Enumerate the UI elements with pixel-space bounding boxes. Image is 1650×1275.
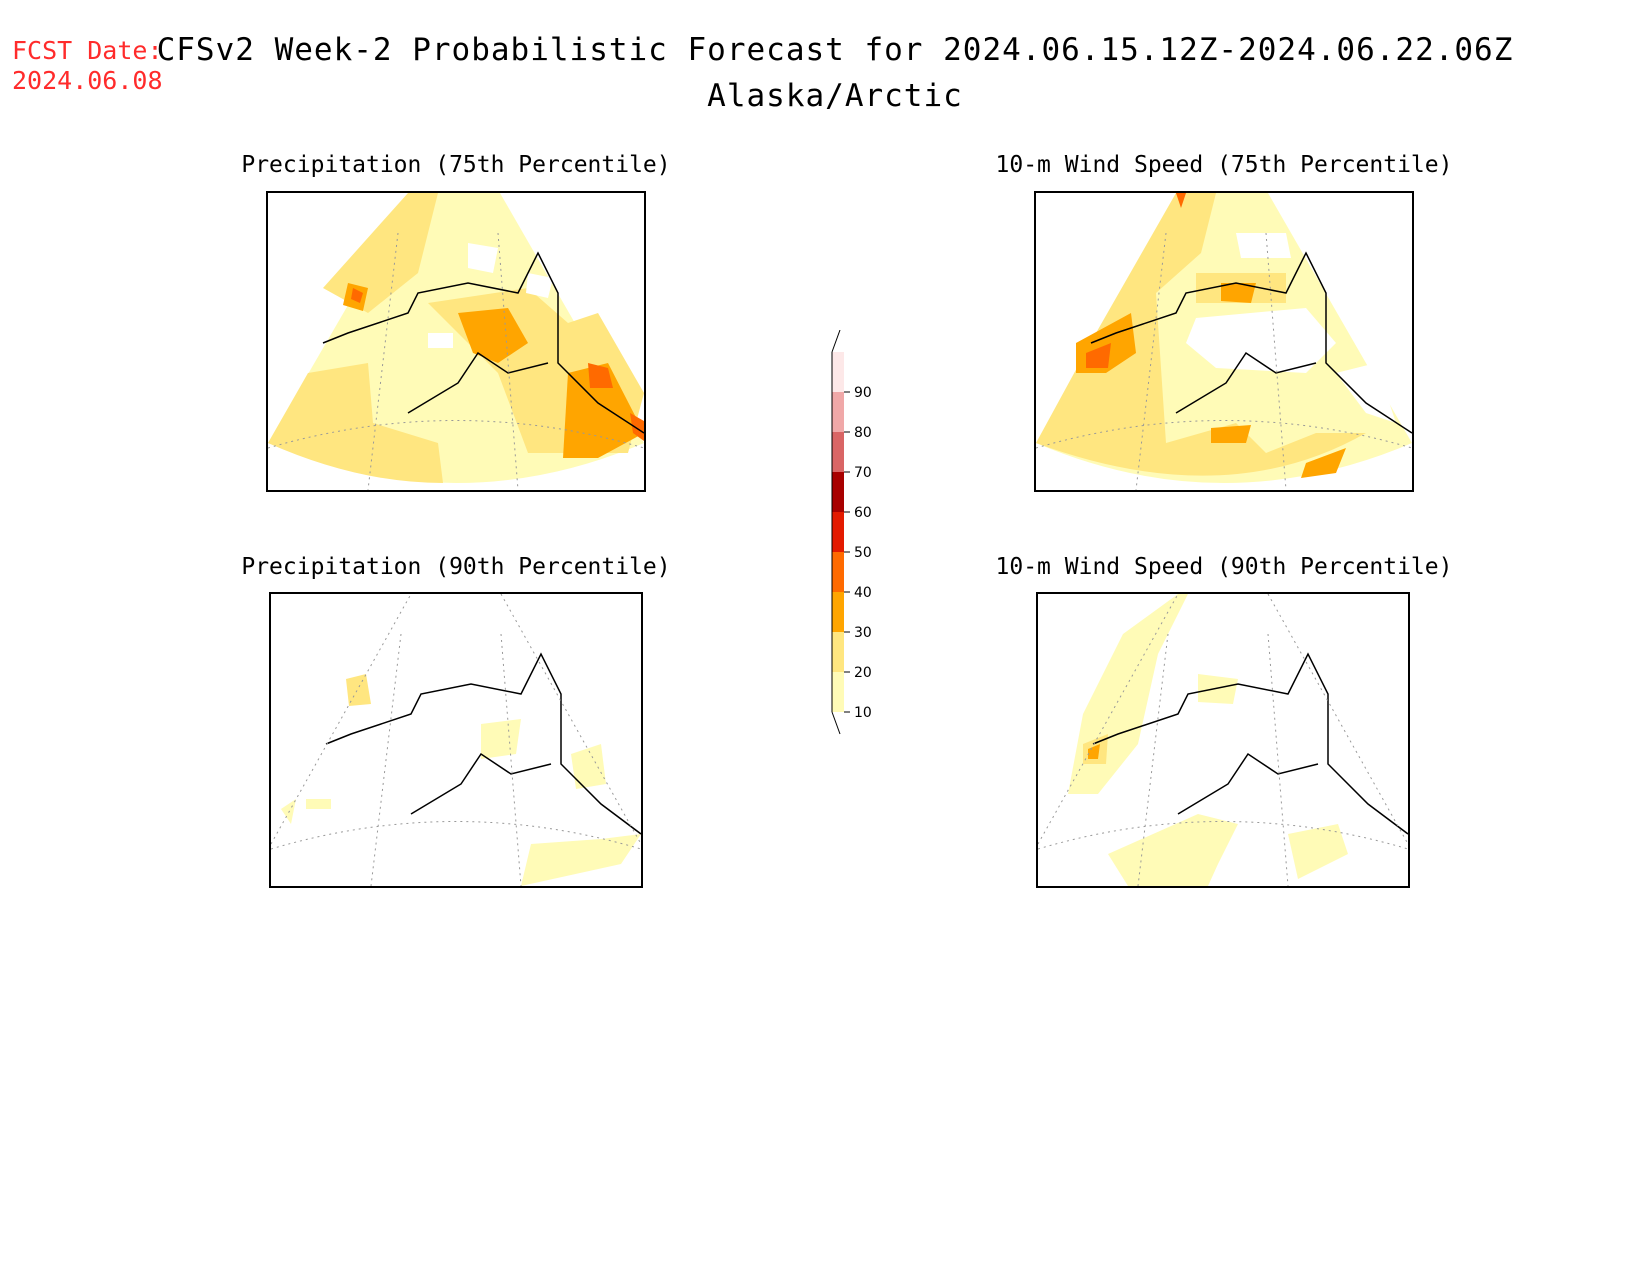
- no-shade: [468, 243, 498, 273]
- longitude-line: [1137, 633, 1289, 886]
- shade-prob-30: [1221, 283, 1256, 303]
- page-subtitle: Alaska/Arctic: [707, 78, 963, 114]
- colorbar-tick-label: 80: [854, 425, 872, 441]
- shade-prob-20: [323, 193, 438, 313]
- shade-prob-40: [1086, 343, 1111, 368]
- colorbar-tick-label: 30: [854, 625, 872, 641]
- shade-prob-10: [1108, 814, 1238, 886]
- shade-prob-10: [571, 744, 606, 789]
- latitude-line: [1038, 821, 1408, 850]
- colorbar-tick-label: 40: [854, 585, 872, 601]
- colorbar-swatch-50: [832, 512, 844, 552]
- latitude-line: [271, 821, 641, 850]
- map-precip-75: [266, 191, 646, 492]
- map-wind-75: [1034, 191, 1414, 492]
- shade-prob-30: [458, 308, 528, 363]
- no-shade: [1236, 233, 1291, 258]
- longitude-line: [367, 232, 519, 490]
- shade-prob-10: [481, 719, 521, 759]
- map-wind-90: [1036, 592, 1410, 888]
- shade-prob-40: [351, 288, 363, 303]
- colorbar-swatch-90: [832, 352, 844, 392]
- coastline: [1090, 251, 1412, 434]
- colorbar-tick-label: 70: [854, 465, 872, 481]
- colorbar-top-arrow: [831, 329, 841, 353]
- shade-prob-20: [268, 363, 443, 483]
- shade-prob-20: [1036, 193, 1366, 476]
- map-wind-75-graphic: [1036, 193, 1412, 490]
- coastline: [407, 351, 549, 414]
- forecast-date: FCST Date: 2024.06.08: [12, 36, 163, 96]
- colorbar-swatch-70: [832, 432, 844, 472]
- shade-prob-30: [563, 363, 644, 458]
- colorbar-tick-label: 20: [854, 665, 872, 681]
- page-title: CFSv2 Week-2 Probabilistic Forecast for …: [156, 32, 1514, 68]
- longitude-line: [1135, 232, 1287, 490]
- colorbar-swatch-40: [832, 552, 844, 592]
- forecast-date-value: 2024.06.08: [12, 66, 163, 95]
- map-precip-75-graphic: [268, 193, 644, 490]
- colorbar-tick-label: 10: [854, 705, 872, 721]
- shade-prob-10: [281, 799, 296, 824]
- no-shade: [1186, 308, 1336, 373]
- panel-title-precip-90: Precipitation (90th Percentile): [241, 554, 671, 580]
- coastline: [325, 652, 641, 835]
- colorbar-bottom-arrow: [831, 711, 841, 735]
- shade-prob-40: [1176, 193, 1186, 208]
- shade-prob-30: [1211, 425, 1251, 443]
- shade-prob-40: [630, 413, 644, 441]
- panel-title-wind-90: 10-m Wind Speed (90th Percentile): [995, 554, 1453, 580]
- shade-prob-10: [1198, 674, 1238, 704]
- colorbar-tick-label: 60: [854, 505, 872, 521]
- no-shade: [1336, 363, 1396, 423]
- map-wind-90-graphic: [1038, 594, 1408, 886]
- shade-prob-40: [588, 363, 613, 388]
- colorbar: 90 80 70 60 50 40 30 20 10: [820, 329, 900, 754]
- colorbar-tick-label: 50: [854, 545, 872, 561]
- coastline: [1177, 752, 1319, 815]
- map-precip-90-graphic: [271, 594, 641, 886]
- colorbar-swatch-60: [832, 472, 844, 512]
- colorbar-swatch-20: [832, 632, 844, 672]
- coastline: [1092, 652, 1408, 835]
- panel-title-precip-75: Precipitation (75th Percentile): [241, 152, 671, 178]
- no-shade: [526, 273, 553, 298]
- forecast-date-label: FCST Date:: [12, 36, 163, 65]
- colorbar-tick-label: 90: [854, 385, 872, 401]
- coastline: [1175, 351, 1317, 414]
- shade-prob-20: [346, 674, 371, 706]
- colorbar-swatch-80: [832, 392, 844, 432]
- coastline: [410, 752, 552, 815]
- shade-prob-10: [1288, 824, 1348, 879]
- map-precip-90: [269, 592, 643, 888]
- shade-prob-30: [1088, 744, 1100, 759]
- colorbar-swatch-10: [832, 672, 844, 712]
- coastline: [322, 251, 644, 434]
- shade-prob-30: [1301, 448, 1346, 478]
- colorbar-graphic: 90 80 70 60 50 40 30 20 10: [831, 329, 872, 735]
- shade-prob-10: [521, 834, 641, 886]
- shade-prob-10: [306, 799, 331, 809]
- panel-title-wind-75: 10-m Wind Speed (75th Percentile): [995, 152, 1453, 178]
- longitude-line: [370, 633, 522, 886]
- no-shade: [428, 333, 453, 348]
- colorbar-swatch-30: [832, 592, 844, 632]
